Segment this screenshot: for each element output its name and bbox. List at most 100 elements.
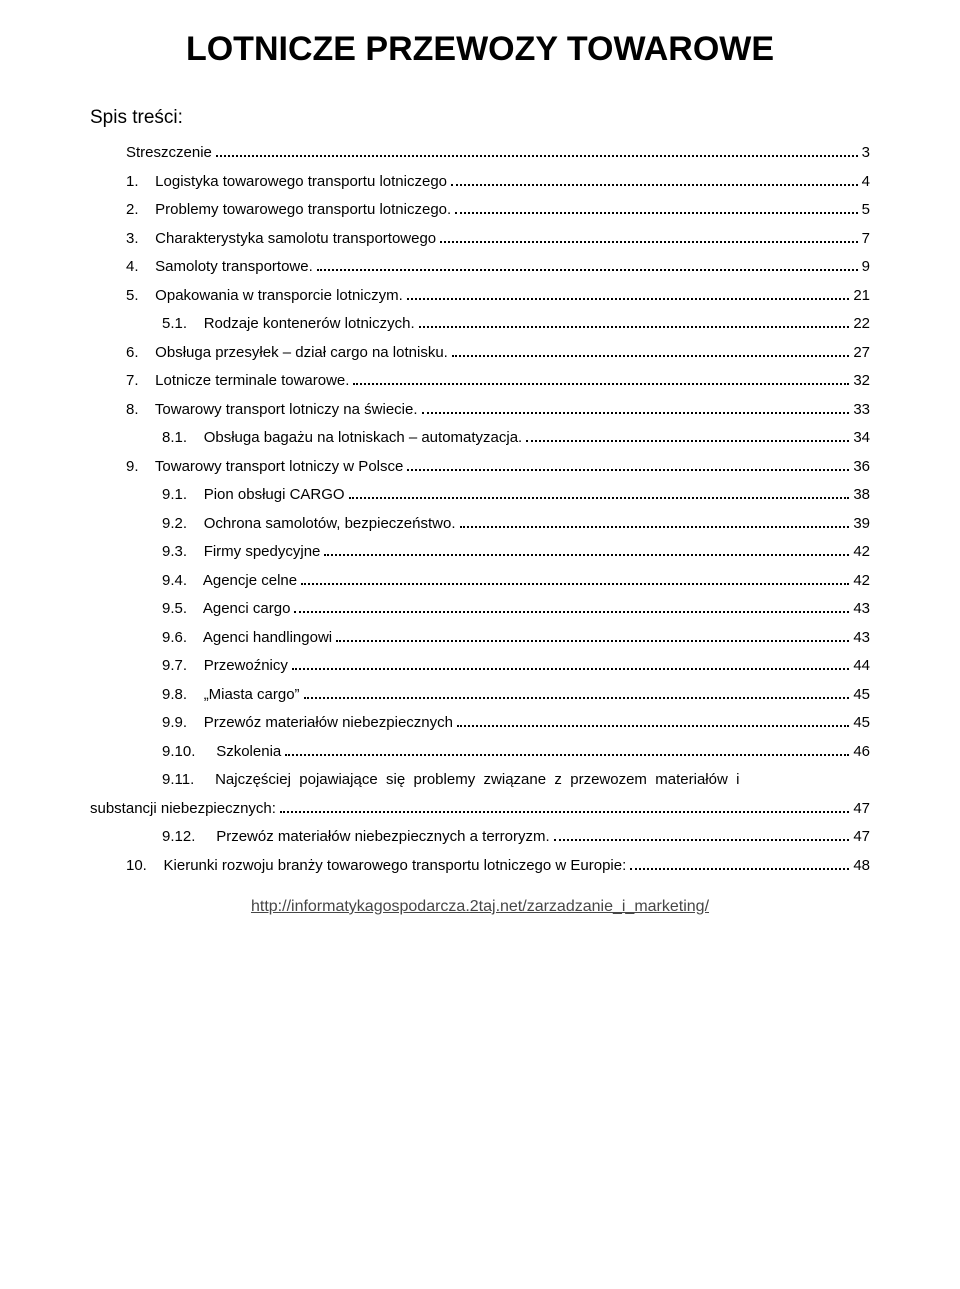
toc-leader-dots — [457, 713, 849, 727]
toc-entry: Streszczenie 3 — [90, 139, 870, 168]
toc-container: Streszczenie 31. Logistyka towarowego tr… — [90, 139, 870, 880]
toc-entry: 3. Charakterystyka samolotu transportowe… — [90, 225, 870, 254]
footer-link[interactable]: http://informatykagospodarcza.2taj.net/z… — [251, 898, 709, 915]
toc-label: 5.1. Rodzaje kontenerów lotniczych. — [162, 310, 415, 339]
toc-label: 9.1. Pion obsługi CARGO — [162, 481, 345, 510]
toc-entry: 9.9. Przewóz materiałów niebezpiecznych … — [90, 709, 870, 738]
toc-leader-dots — [336, 628, 849, 642]
toc-leader-dots — [216, 143, 858, 157]
toc-entry: 6. Obsługa przesyłek – dział cargo na lo… — [90, 339, 870, 368]
toc-label: 8.1. Obsługa bagażu na lotniskach – auto… — [162, 424, 522, 453]
toc-page-number: 45 — [853, 681, 870, 710]
toc-entry: 9.5. Agenci cargo 43 — [90, 595, 870, 624]
toc-leader-dots — [440, 229, 858, 243]
toc-page-number: 45 — [853, 709, 870, 738]
toc-entry: 2. Problemy towarowego transportu lotnic… — [90, 196, 870, 225]
document-page: LOTNICZE PRZEWOZY TOWAROWE Spis treści: … — [0, 0, 960, 1289]
toc-leader-dots — [280, 799, 849, 813]
toc-leader-dots — [422, 400, 850, 414]
toc-page-number: 32 — [853, 367, 870, 396]
toc-leader-dots — [460, 514, 850, 528]
toc-entry: 9.11. Najczęściej pojawiające się proble… — [90, 766, 870, 795]
toc-leader-dots — [324, 542, 849, 556]
toc-leader-dots — [554, 827, 850, 841]
toc-label: 9.8. „Miasta cargo” — [162, 681, 300, 710]
toc-label: 9.12. Przewóz materiałów niebezpiecznych… — [162, 823, 550, 852]
toc-label: 5. Opakowania w transporcie lotniczym. — [126, 282, 403, 311]
toc-page-number: 38 — [853, 481, 870, 510]
toc-entry: 9.12. Przewóz materiałów niebezpiecznych… — [90, 823, 870, 852]
toc-heading: Spis treści: — [90, 107, 870, 129]
toc-page-number: 42 — [853, 567, 870, 596]
toc-label: 8. Towarowy transport lotniczy na świeci… — [126, 396, 418, 425]
toc-entry: 1. Logistyka towarowego transportu lotni… — [90, 168, 870, 197]
toc-label: 9.4. Agencje celne — [162, 567, 297, 596]
toc-leader-dots — [407, 286, 850, 300]
toc-label: 1. Logistyka towarowego transportu lotni… — [126, 168, 447, 197]
toc-leader-dots — [630, 856, 849, 870]
toc-leader-dots — [452, 343, 849, 357]
toc-page-number: 3 — [862, 139, 870, 168]
toc-label: 4. Samoloty transportowe. — [126, 253, 313, 282]
toc-leader-dots — [304, 685, 850, 699]
toc-leader-dots — [455, 200, 857, 214]
toc-entry: substancji niebezpiecznych: 47 — [90, 795, 870, 824]
toc-page-number: 21 — [853, 282, 870, 311]
toc-entry: 9.1. Pion obsługi CARGO 38 — [90, 481, 870, 510]
toc-entry: 5. Opakowania w transporcie lotniczym. 2… — [90, 282, 870, 311]
toc-label: 9.9. Przewóz materiałów niebezpiecznych — [162, 709, 453, 738]
toc-page-number: 4 — [862, 168, 870, 197]
toc-label: 6. Obsługa przesyłek – dział cargo na lo… — [126, 339, 448, 368]
toc-entry: 9.7. Przewoźnicy 44 — [90, 652, 870, 681]
toc-label: 9.5. Agenci cargo — [162, 595, 290, 624]
toc-leader-dots — [285, 742, 849, 756]
toc-leader-dots — [292, 656, 849, 670]
toc-page-number: 46 — [853, 738, 870, 767]
toc-page-number: 33 — [853, 396, 870, 425]
toc-label: 9.3. Firmy spedycyjne — [162, 538, 320, 567]
toc-entry: 9.2. Ochrona samolotów, bezpieczeństwo. … — [90, 510, 870, 539]
toc-page-number: 5 — [862, 196, 870, 225]
toc-page-number: 22 — [853, 310, 870, 339]
toc-label: 9.6. Agenci handlingowi — [162, 624, 332, 653]
toc-label: 9.10. Szkolenia — [162, 738, 281, 767]
toc-label: 2. Problemy towarowego transportu lotnic… — [126, 196, 451, 225]
toc-label: substancji niebezpiecznych: — [90, 795, 276, 824]
toc-entry: 9. Towarowy transport lotniczy w Polsce … — [90, 453, 870, 482]
toc-page-number: 42 — [853, 538, 870, 567]
toc-entry: 8. Towarowy transport lotniczy na świeci… — [90, 396, 870, 425]
footer-link-container: http://informatykagospodarcza.2taj.net/z… — [90, 898, 870, 916]
toc-leader-dots — [317, 257, 858, 271]
toc-label: 10. Kierunki rozwoju branży towarowego t… — [126, 852, 626, 881]
toc-page-number: 34 — [853, 424, 870, 453]
page-title: LOTNICZE PRZEWOZY TOWAROWE — [90, 30, 870, 69]
toc-entry: 8.1. Obsługa bagażu na lotniskach – auto… — [90, 424, 870, 453]
toc-entry: 4. Samoloty transportowe. 9 — [90, 253, 870, 282]
toc-label: 9.7. Przewoźnicy — [162, 652, 288, 681]
toc-leader-dots — [294, 599, 849, 613]
toc-entry: 5.1. Rodzaje kontenerów lotniczych. 22 — [90, 310, 870, 339]
toc-page-number: 47 — [853, 823, 870, 852]
toc-page-number: 48 — [853, 852, 870, 881]
toc-leader-dots — [407, 457, 849, 471]
toc-entry: 9.8. „Miasta cargo” 45 — [90, 681, 870, 710]
toc-page-number: 36 — [853, 453, 870, 482]
toc-entry: 9.6. Agenci handlingowi 43 — [90, 624, 870, 653]
toc-entry: 10. Kierunki rozwoju branży towarowego t… — [90, 852, 870, 881]
toc-leader-dots — [353, 371, 849, 385]
toc-page-number: 7 — [862, 225, 870, 254]
toc-page-number: 43 — [853, 624, 870, 653]
toc-page-number: 39 — [853, 510, 870, 539]
toc-page-number: 43 — [853, 595, 870, 624]
toc-entry: 7. Lotnicze terminale towarowe. 32 — [90, 367, 870, 396]
toc-label: 9.2. Ochrona samolotów, bezpieczeństwo. — [162, 510, 456, 539]
toc-page-number: 27 — [853, 339, 870, 368]
toc-leader-dots — [301, 571, 849, 585]
toc-label: 9.11. Najczęściej pojawiające się proble… — [162, 766, 739, 795]
toc-entry: 9.4. Agencje celne 42 — [90, 567, 870, 596]
toc-label: 3. Charakterystyka samolotu transportowe… — [126, 225, 436, 254]
toc-label: 7. Lotnicze terminale towarowe. — [126, 367, 349, 396]
toc-leader-dots — [349, 485, 850, 499]
toc-label: 9. Towarowy transport lotniczy w Polsce — [126, 453, 403, 482]
toc-label: Streszczenie — [126, 139, 212, 168]
